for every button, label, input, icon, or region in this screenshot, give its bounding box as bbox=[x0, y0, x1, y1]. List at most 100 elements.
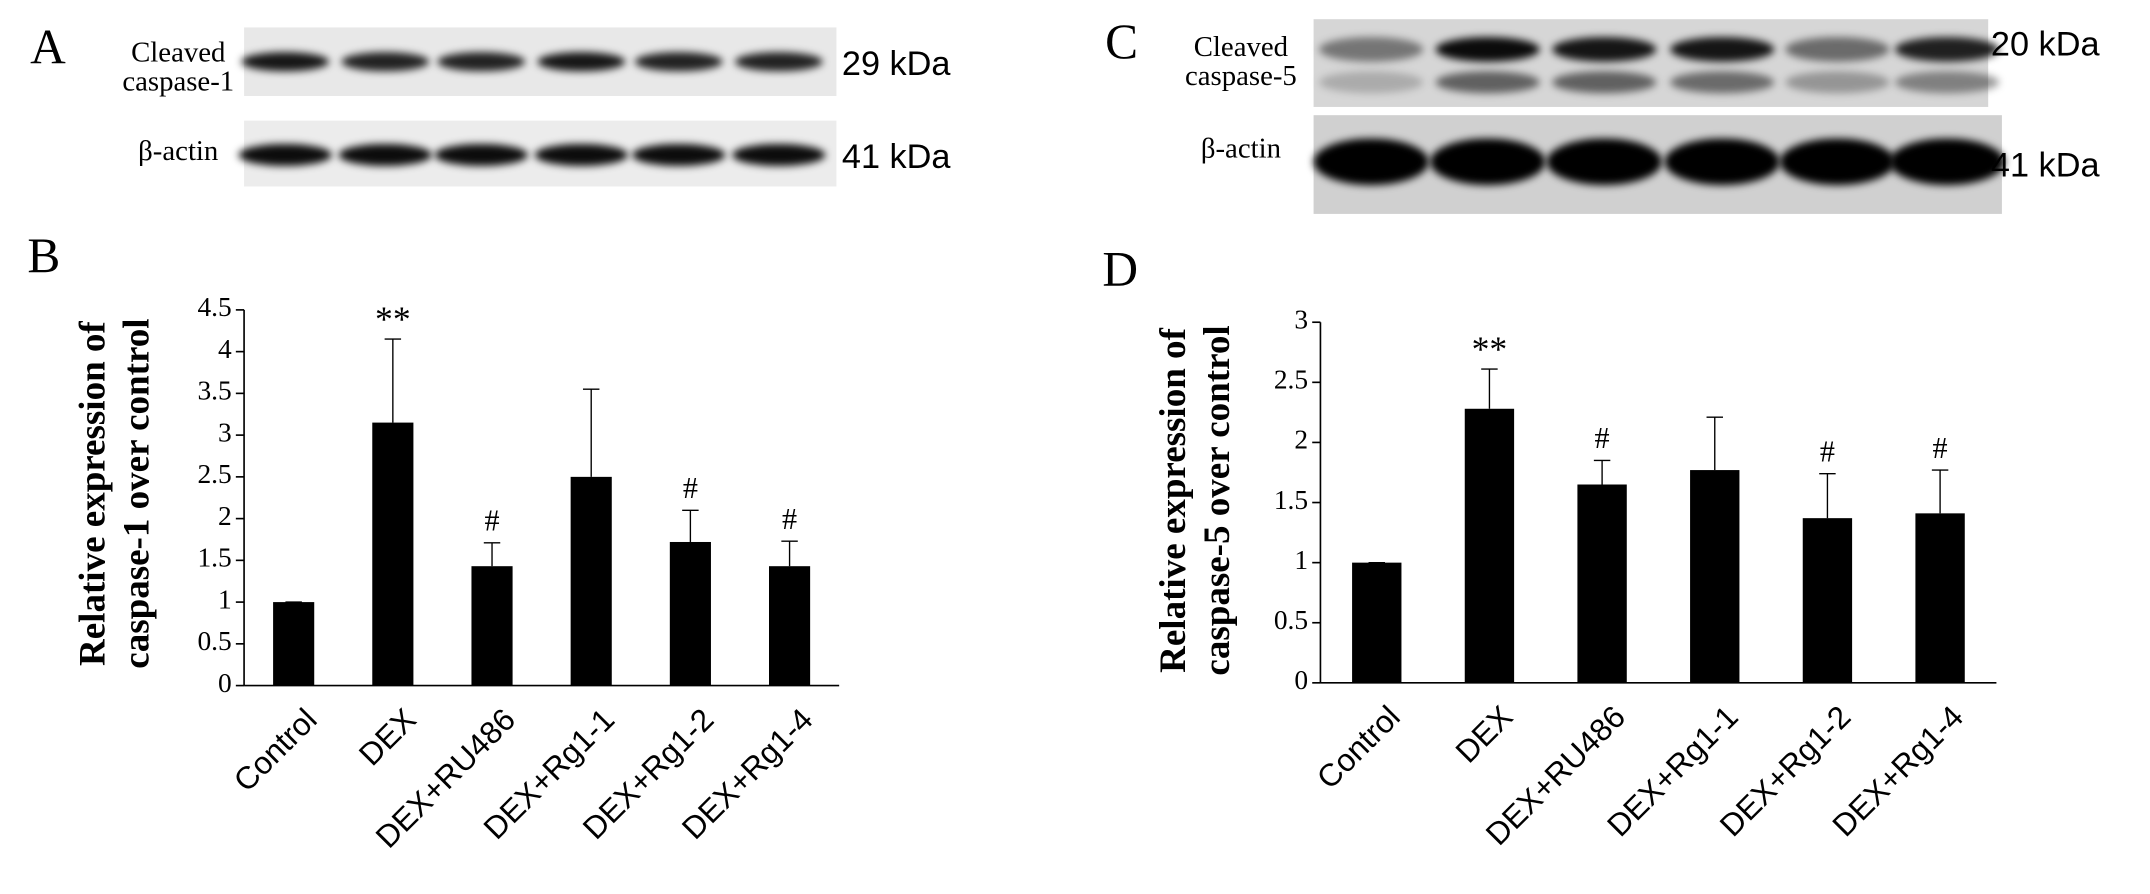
y-tick-label: 1.5 bbox=[1274, 485, 1308, 515]
error-bar bbox=[582, 388, 600, 477]
bar bbox=[1464, 408, 1515, 683]
blot-band bbox=[1894, 37, 2000, 62]
blot-band bbox=[1785, 37, 1890, 62]
blot-size: 20 kDa bbox=[1991, 26, 2101, 64]
y-tick-label: 1 bbox=[218, 584, 232, 614]
bar bbox=[1690, 470, 1740, 683]
significance-label: # bbox=[782, 502, 797, 536]
blot-band bbox=[1552, 71, 1657, 94]
y-tick-label: 1 bbox=[1294, 545, 1308, 575]
y-tick-label: 2 bbox=[218, 501, 232, 531]
y-tick-label: 0.5 bbox=[1274, 605, 1308, 635]
blot-band bbox=[732, 143, 826, 166]
y-tick-label: 4 bbox=[218, 334, 232, 364]
blot-label: caspase-5 bbox=[1185, 60, 1297, 92]
blot-label: caspase-1 bbox=[122, 65, 234, 97]
blot-band bbox=[1785, 71, 1890, 94]
blot-label: β-actin bbox=[1201, 132, 1281, 164]
blot-band bbox=[341, 52, 430, 72]
bar bbox=[273, 602, 315, 686]
significance-label: ** bbox=[1472, 329, 1508, 369]
blot-band bbox=[1430, 138, 1546, 186]
bar bbox=[669, 541, 711, 686]
bar bbox=[1915, 513, 1965, 683]
y-tick-label: 1.5 bbox=[197, 543, 231, 573]
y-tick-label: 2.5 bbox=[197, 459, 231, 489]
y-tick-label: 0.5 bbox=[197, 626, 231, 656]
blot-band bbox=[1319, 71, 1424, 94]
error-bar bbox=[384, 338, 402, 423]
panel-letter: A bbox=[30, 19, 66, 74]
panel-letter: C bbox=[1105, 14, 1138, 69]
blot-size: 41 kDa bbox=[1991, 146, 2101, 184]
blot-band bbox=[534, 143, 628, 166]
significance-label: # bbox=[484, 504, 499, 538]
blot-band bbox=[1889, 138, 2005, 186]
panel-letter: D bbox=[1102, 242, 1138, 297]
y-tick-label: 4.5 bbox=[197, 292, 231, 322]
y-axis-label: Relative expression of bbox=[72, 321, 113, 666]
significance-label: # bbox=[1820, 434, 1835, 468]
y-axis-label: caspase-1 over control bbox=[116, 319, 157, 669]
blot-band bbox=[1664, 138, 1780, 186]
blot-label: β-actin bbox=[138, 135, 218, 167]
blot-band bbox=[1435, 37, 1540, 62]
blot-band bbox=[632, 143, 726, 166]
error-bar bbox=[1931, 469, 1949, 514]
blot-size: 29 kDa bbox=[842, 45, 952, 83]
y-axis-label: Relative expression of bbox=[1153, 327, 1194, 672]
blot-band bbox=[634, 52, 723, 72]
blot-band bbox=[1313, 138, 1429, 186]
y-tick-label: 0 bbox=[218, 668, 232, 698]
blot-band bbox=[734, 52, 823, 72]
blot-band bbox=[437, 52, 526, 72]
blot-band bbox=[1435, 71, 1540, 94]
bar bbox=[769, 566, 811, 686]
y-tick-label: 2.5 bbox=[1274, 365, 1308, 395]
x-tick-label: Control bbox=[226, 701, 323, 798]
blot-band bbox=[434, 143, 528, 166]
y-tick-label: 3.5 bbox=[197, 376, 231, 406]
significance-label: # bbox=[1595, 421, 1610, 455]
blot-band bbox=[1552, 37, 1657, 62]
error-bar bbox=[1481, 368, 1498, 409]
bar bbox=[1802, 518, 1853, 683]
blot-size: 41 kDa bbox=[842, 138, 952, 176]
x-tick-label: Control bbox=[1310, 698, 1407, 795]
blot-band bbox=[1670, 71, 1775, 94]
y-tick-label: 2 bbox=[1294, 425, 1308, 455]
blot-band bbox=[1894, 71, 2000, 94]
error-bar bbox=[1706, 416, 1723, 471]
blot-band bbox=[338, 143, 432, 166]
blot-band bbox=[1546, 138, 1662, 186]
bar bbox=[570, 476, 612, 686]
error-bar bbox=[483, 542, 501, 567]
significance-label: # bbox=[1933, 431, 1948, 465]
error-bar bbox=[682, 509, 699, 542]
y-tick-label: 3 bbox=[1294, 305, 1308, 335]
panel-letter: B bbox=[27, 228, 60, 283]
y-axis-label: caspase-5 over control bbox=[1197, 325, 1238, 675]
error-bar bbox=[1593, 459, 1611, 485]
bar bbox=[471, 566, 513, 686]
significance-label: # bbox=[683, 471, 698, 505]
y-tick-label: 3 bbox=[218, 417, 232, 447]
error-bar bbox=[1819, 472, 1836, 519]
bar bbox=[1352, 562, 1402, 683]
blot-band bbox=[537, 52, 626, 72]
blot-band bbox=[241, 52, 330, 72]
error-bar bbox=[781, 540, 798, 567]
blot-strip bbox=[1313, 19, 1989, 107]
significance-label: ** bbox=[375, 299, 411, 339]
blot-band bbox=[1779, 138, 1895, 186]
x-tick-label: DEX bbox=[1448, 698, 1519, 769]
blot-label: Cleaved bbox=[1194, 31, 1289, 63]
blot-label: Cleaved bbox=[131, 36, 226, 68]
y-tick-label: 0 bbox=[1294, 665, 1308, 695]
bar bbox=[1577, 484, 1627, 683]
bar bbox=[372, 422, 414, 686]
x-tick-label: DEX bbox=[352, 701, 423, 772]
blot-band bbox=[1670, 37, 1775, 62]
